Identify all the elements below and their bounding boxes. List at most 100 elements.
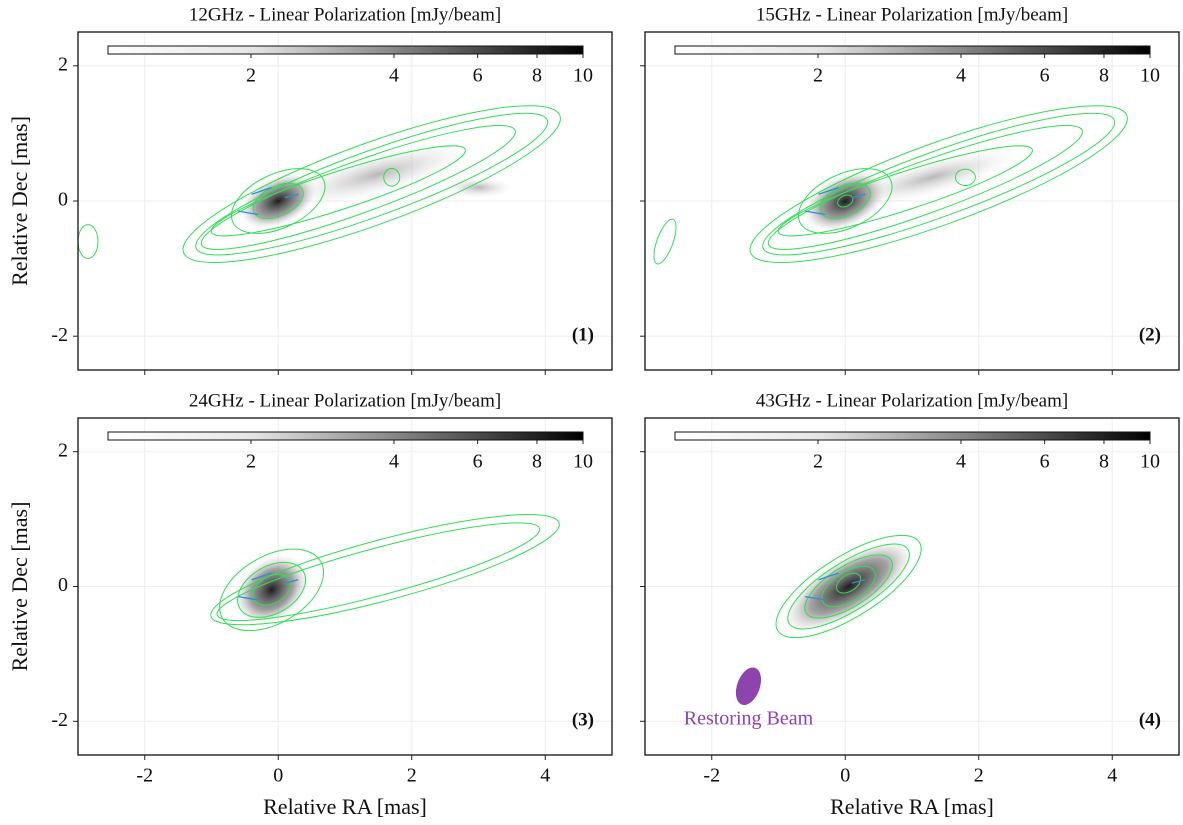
contour xyxy=(653,218,677,265)
contour xyxy=(182,105,561,263)
colorbar-tick-label: 4 xyxy=(389,451,399,473)
x-tick-label: 4 xyxy=(1107,765,1117,787)
x-tick-label: 2 xyxy=(407,765,417,787)
contour xyxy=(787,543,910,630)
x-axis-label: Relative RA [mas] xyxy=(263,794,427,819)
colorbar-tick-label: 2 xyxy=(246,65,256,87)
x-tick-label: 2 xyxy=(974,765,984,787)
frame xyxy=(77,417,613,756)
frame xyxy=(644,417,1180,756)
evpa xyxy=(251,572,272,581)
x-tick-label: -2 xyxy=(136,765,153,787)
colorbar xyxy=(107,45,584,55)
y-tick-label: 2 xyxy=(58,439,68,461)
evpa xyxy=(851,193,866,199)
y-tick-label: 0 xyxy=(58,189,68,211)
panel-label: (2) xyxy=(1139,324,1161,345)
contour xyxy=(819,182,871,220)
colorbar-tick-label: 2 xyxy=(246,451,256,473)
evpa xyxy=(818,186,839,195)
evpa xyxy=(818,572,839,581)
colorbar-tick-label: 2 xyxy=(813,451,823,473)
evpa xyxy=(238,595,259,601)
evpa xyxy=(238,210,259,216)
contour xyxy=(762,112,1116,256)
colorbar-tick-label: 4 xyxy=(389,65,399,87)
panel-label: (4) xyxy=(1139,709,1161,730)
intensity xyxy=(287,142,469,206)
colorbar-tick-label: 10 xyxy=(573,65,593,87)
colorbar-tick-label: 10 xyxy=(1140,65,1160,87)
panel: -2 0 2 4 -2 0 2 2 4 6 8 10 24GHz - Linear Polarizati… xyxy=(7,390,613,819)
colorbar-tick-label: 8 xyxy=(532,65,542,87)
contour xyxy=(749,105,1128,263)
evpa xyxy=(805,210,826,216)
frame xyxy=(644,31,1180,371)
evpa xyxy=(805,595,826,601)
intensity xyxy=(848,149,1016,206)
contour xyxy=(775,534,922,639)
panel: 2 4 6 8 10 15GHz - Linear Polarization [mJy/b… xyxy=(640,4,1180,375)
colorbar xyxy=(674,45,1151,55)
evpa xyxy=(251,186,272,195)
colorbar-tick-label: 8 xyxy=(1099,65,1109,87)
contour xyxy=(767,125,1083,250)
panel-label: (3) xyxy=(572,709,594,730)
restoring-beam xyxy=(735,667,762,706)
colorbar xyxy=(674,431,1151,441)
evpa xyxy=(284,579,299,584)
panel-label: (1) xyxy=(572,324,594,345)
contour xyxy=(195,112,549,256)
evpa xyxy=(284,193,299,199)
y-tick-label: -2 xyxy=(51,324,68,346)
intensity xyxy=(235,555,308,625)
x-tick-label: 0 xyxy=(273,765,283,787)
contour xyxy=(230,168,326,234)
evpa xyxy=(851,579,866,584)
y-tick-label: 2 xyxy=(58,53,68,75)
frame xyxy=(77,31,613,371)
x-tick-label: 0 xyxy=(840,765,850,787)
intensity xyxy=(784,540,913,633)
contour xyxy=(777,145,1033,237)
y-axis-label: Relative Dec [mas] xyxy=(7,116,32,286)
panel-title: 24GHz - Linear Polarization [mJy/beam] xyxy=(189,390,501,411)
panel: -2 0 2 2 4 6 8 10 12GHz - Linear Polarization [m… xyxy=(7,4,613,375)
colorbar-tick-label: 2 xyxy=(813,65,823,87)
colorbar xyxy=(107,431,584,441)
contour xyxy=(821,565,876,608)
contour xyxy=(797,168,893,234)
colorbar-tick-label: 10 xyxy=(573,451,593,473)
contour xyxy=(383,168,401,187)
contour xyxy=(237,561,306,618)
contour xyxy=(804,554,893,619)
x-tick-label: -2 xyxy=(703,765,720,787)
contour xyxy=(210,514,560,626)
contour xyxy=(954,168,976,186)
colorbar-tick-label: 4 xyxy=(956,451,966,473)
x-tick-label: 4 xyxy=(540,765,550,787)
panel-title: 12GHz - Linear Polarization [mJy/beam] xyxy=(189,4,501,25)
panel-title: 43GHz - Linear Polarization [mJy/beam] xyxy=(756,390,1068,411)
contour xyxy=(219,548,325,632)
y-axis-label: Relative Dec [mas] xyxy=(7,502,32,672)
contour xyxy=(252,182,304,220)
colorbar-tick-label: 4 xyxy=(956,65,966,87)
colorbar-tick-label: 6 xyxy=(473,451,483,473)
panel-title: 15GHz - Linear Polarization [mJy/beam] xyxy=(756,4,1068,25)
colorbar-tick-label: 6 xyxy=(1040,65,1050,87)
y-tick-label: -2 xyxy=(51,709,68,731)
contour xyxy=(200,125,516,250)
colorbar-tick-label: 6 xyxy=(1040,451,1050,473)
annotation: Restoring Beam xyxy=(684,708,814,730)
contour xyxy=(216,522,541,622)
y-tick-label: 0 xyxy=(58,574,68,596)
x-axis-label: Relative RA [mas] xyxy=(830,794,994,819)
contour xyxy=(835,572,862,594)
colorbar-tick-label: 6 xyxy=(473,65,483,87)
contour xyxy=(210,145,466,237)
intensity xyxy=(445,177,512,198)
panel: -2 0 2 4 2 4 6 8 10 43GHz - Linear Polarization [… xyxy=(640,390,1180,819)
colorbar-tick-label: 8 xyxy=(532,451,542,473)
